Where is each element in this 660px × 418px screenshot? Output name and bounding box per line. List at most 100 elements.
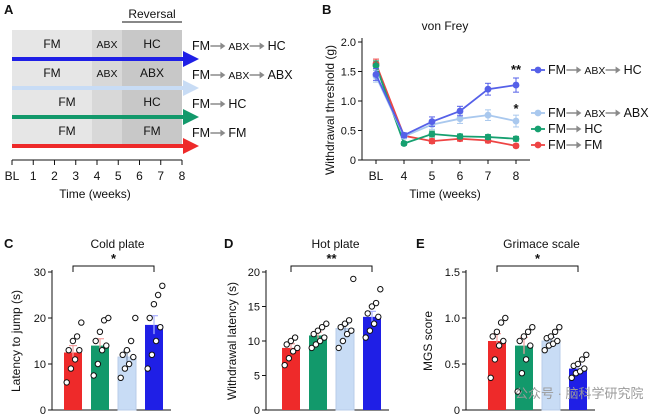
data-point (312, 341, 320, 348)
panel-a-schematic: A Reversal FM ABX HC FM ABX HC FM ABX ABX FM ABX AB… (4, 2, 293, 201)
data-point (428, 137, 436, 145)
data-point (484, 85, 492, 93)
data-point (71, 356, 79, 363)
data-point (522, 356, 530, 363)
data-point (484, 111, 492, 119)
legend-word: ABX (268, 68, 294, 82)
legend-word: ABX (228, 70, 249, 82)
data-point (341, 320, 349, 327)
axis-tick-label: 1 (30, 169, 37, 183)
y-axis-label: MGS score (421, 311, 435, 371)
data-point (512, 81, 520, 89)
legend-arrow-head (615, 66, 621, 74)
panel-b-ylabel: Withdrawal threshold (g) (323, 45, 337, 175)
data-point (157, 324, 164, 331)
data-point (556, 324, 563, 331)
row-seg-reversal: FM (143, 124, 160, 138)
watermark: 公众号 · 脑科学研究院 (515, 386, 644, 401)
data-point (154, 291, 162, 299)
legend-word: HC (228, 97, 246, 111)
data-point (372, 71, 380, 78)
row-seg-reversal: HC (143, 37, 161, 51)
data-point (132, 314, 139, 322)
data-point (310, 330, 317, 338)
data-point (92, 337, 99, 345)
data-point (150, 301, 158, 308)
significance-bracket (290, 265, 373, 272)
legend-word: FM (228, 126, 246, 140)
data-point (581, 365, 588, 372)
row-seg-fm: FM (43, 66, 60, 80)
significance-bracket (496, 265, 579, 272)
legend-item-2: FM ABX ABX (548, 106, 649, 120)
data-point (318, 324, 326, 331)
significance-marker: ** (326, 251, 337, 266)
data-point (283, 341, 290, 348)
data-point (76, 347, 83, 354)
row-seg-reversal: HC (143, 95, 161, 109)
panel-c-chart: C Cold plate 0 10 20 30 Latency to jump (s) * (4, 236, 171, 417)
legend-item-3: FM HC (548, 122, 602, 136)
data-point (67, 365, 75, 372)
axis-tick-label: 2 (51, 169, 58, 183)
data-point (500, 337, 507, 345)
data-point (285, 355, 293, 362)
data-point (90, 372, 97, 379)
data-point (456, 133, 464, 140)
data-point (512, 117, 520, 125)
data-point (375, 313, 382, 321)
data-point (370, 320, 378, 327)
data-point (514, 388, 521, 395)
reversal-label: Reversal (128, 7, 175, 21)
x-tick-label: 6 (457, 169, 464, 183)
y-tick-label: 1.0 (341, 96, 356, 108)
data-point (73, 333, 81, 340)
group-arrow-head (183, 51, 199, 67)
series-line (375, 74, 517, 137)
data-point (495, 342, 503, 349)
data-point (287, 337, 295, 345)
panel-d-chart: D Hot plate 0 5 10 15 20 Withdrawal latency (s… (224, 236, 389, 417)
panel-e-chart: E Grimace scale 0 0.5 1.0 1.5 MGS score * (416, 236, 595, 417)
data-point (520, 333, 528, 340)
legend-arrow-head (259, 71, 265, 79)
data-point (578, 356, 586, 363)
legend-word: FM (548, 106, 566, 120)
group-arrow-head (183, 138, 199, 154)
legend-swatch-dot (534, 109, 542, 117)
data-point (484, 133, 492, 141)
legend-arrow-head (576, 125, 582, 133)
y-axis-label: Latency to jump (s) (9, 290, 23, 392)
y-tick-label: 1.5 (341, 67, 356, 79)
legend-item-4: FM FM (548, 138, 602, 152)
data-point (148, 351, 156, 358)
y-tick-label: 0 (454, 405, 460, 417)
data-point (281, 361, 288, 369)
legend-word: ABX (228, 41, 249, 53)
data-point (516, 337, 523, 345)
data-point (335, 344, 342, 352)
data-point (400, 131, 408, 139)
legend-word: ABX (584, 108, 605, 120)
y-tick-label: 1.5 (445, 267, 460, 279)
panel-b-title: von Frey (422, 19, 469, 33)
row-seg-fm: FM (43, 37, 60, 51)
legend-arrow-head (576, 109, 582, 117)
data-point (117, 374, 124, 381)
data-point (493, 328, 501, 335)
legend-word: HC (268, 39, 286, 53)
data-point (339, 337, 347, 345)
y-tick-label: 10 (248, 336, 260, 348)
data-point (314, 327, 322, 334)
data-point (96, 328, 104, 335)
y-axis-label: Withdrawal latency (s) (225, 282, 239, 400)
data-point (289, 348, 297, 355)
data-point (372, 62, 380, 69)
data-point (368, 303, 376, 310)
panel-title: Hot plate (311, 237, 359, 251)
legend-arrow-head (615, 109, 621, 117)
panel-a-xlabel: Time (weeks) (59, 187, 131, 201)
data-point (377, 286, 384, 293)
data-point (502, 314, 509, 322)
bar (309, 335, 327, 410)
